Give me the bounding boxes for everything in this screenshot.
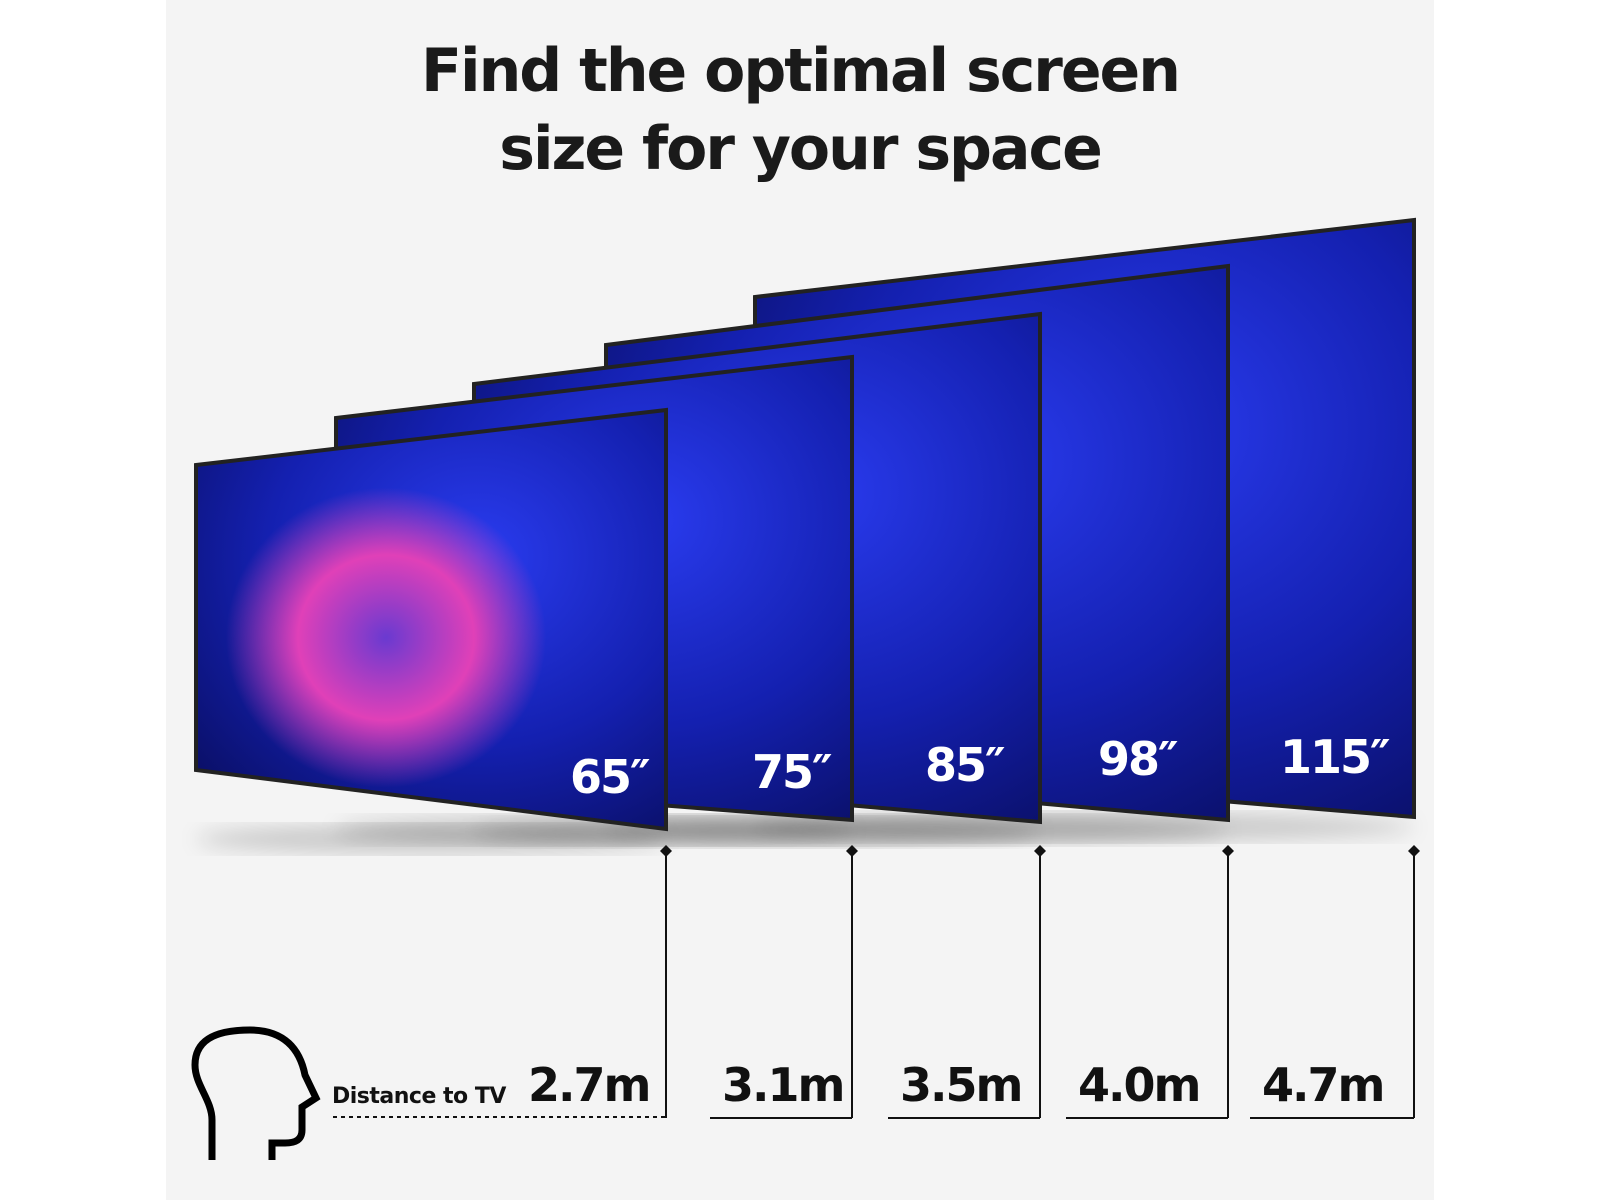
size-label-0: 65″	[570, 750, 651, 804]
distance-value-2: 3.5m	[900, 1058, 1023, 1112]
tv-0	[194, 407, 668, 853]
headline-line-2: size for your space	[499, 114, 1103, 184]
head-profile-icon	[191, 1026, 321, 1160]
diamond-marker	[846, 845, 858, 857]
size-label-3: 98″	[1098, 732, 1179, 786]
size-label-1: 75″	[752, 745, 833, 799]
diamond-marker	[1408, 845, 1420, 857]
diamond-marker	[660, 845, 672, 857]
tv-shadow	[196, 825, 666, 853]
diamond-marker	[1222, 845, 1234, 857]
distance-value-1: 3.1m	[722, 1058, 845, 1112]
size-label-2: 85″	[925, 738, 1006, 792]
distance-value-3: 4.0m	[1078, 1058, 1201, 1112]
distance-value-4: 4.7m	[1262, 1058, 1385, 1112]
headline-line-1: Find the optimal screen	[421, 36, 1181, 106]
diamond-marker	[1034, 845, 1046, 857]
size-label-4: 115″	[1280, 730, 1391, 784]
distance-value-0: 2.7m	[528, 1058, 651, 1112]
distance-caption: Distance to TV	[332, 1084, 506, 1109]
anemone-image	[226, 487, 546, 788]
